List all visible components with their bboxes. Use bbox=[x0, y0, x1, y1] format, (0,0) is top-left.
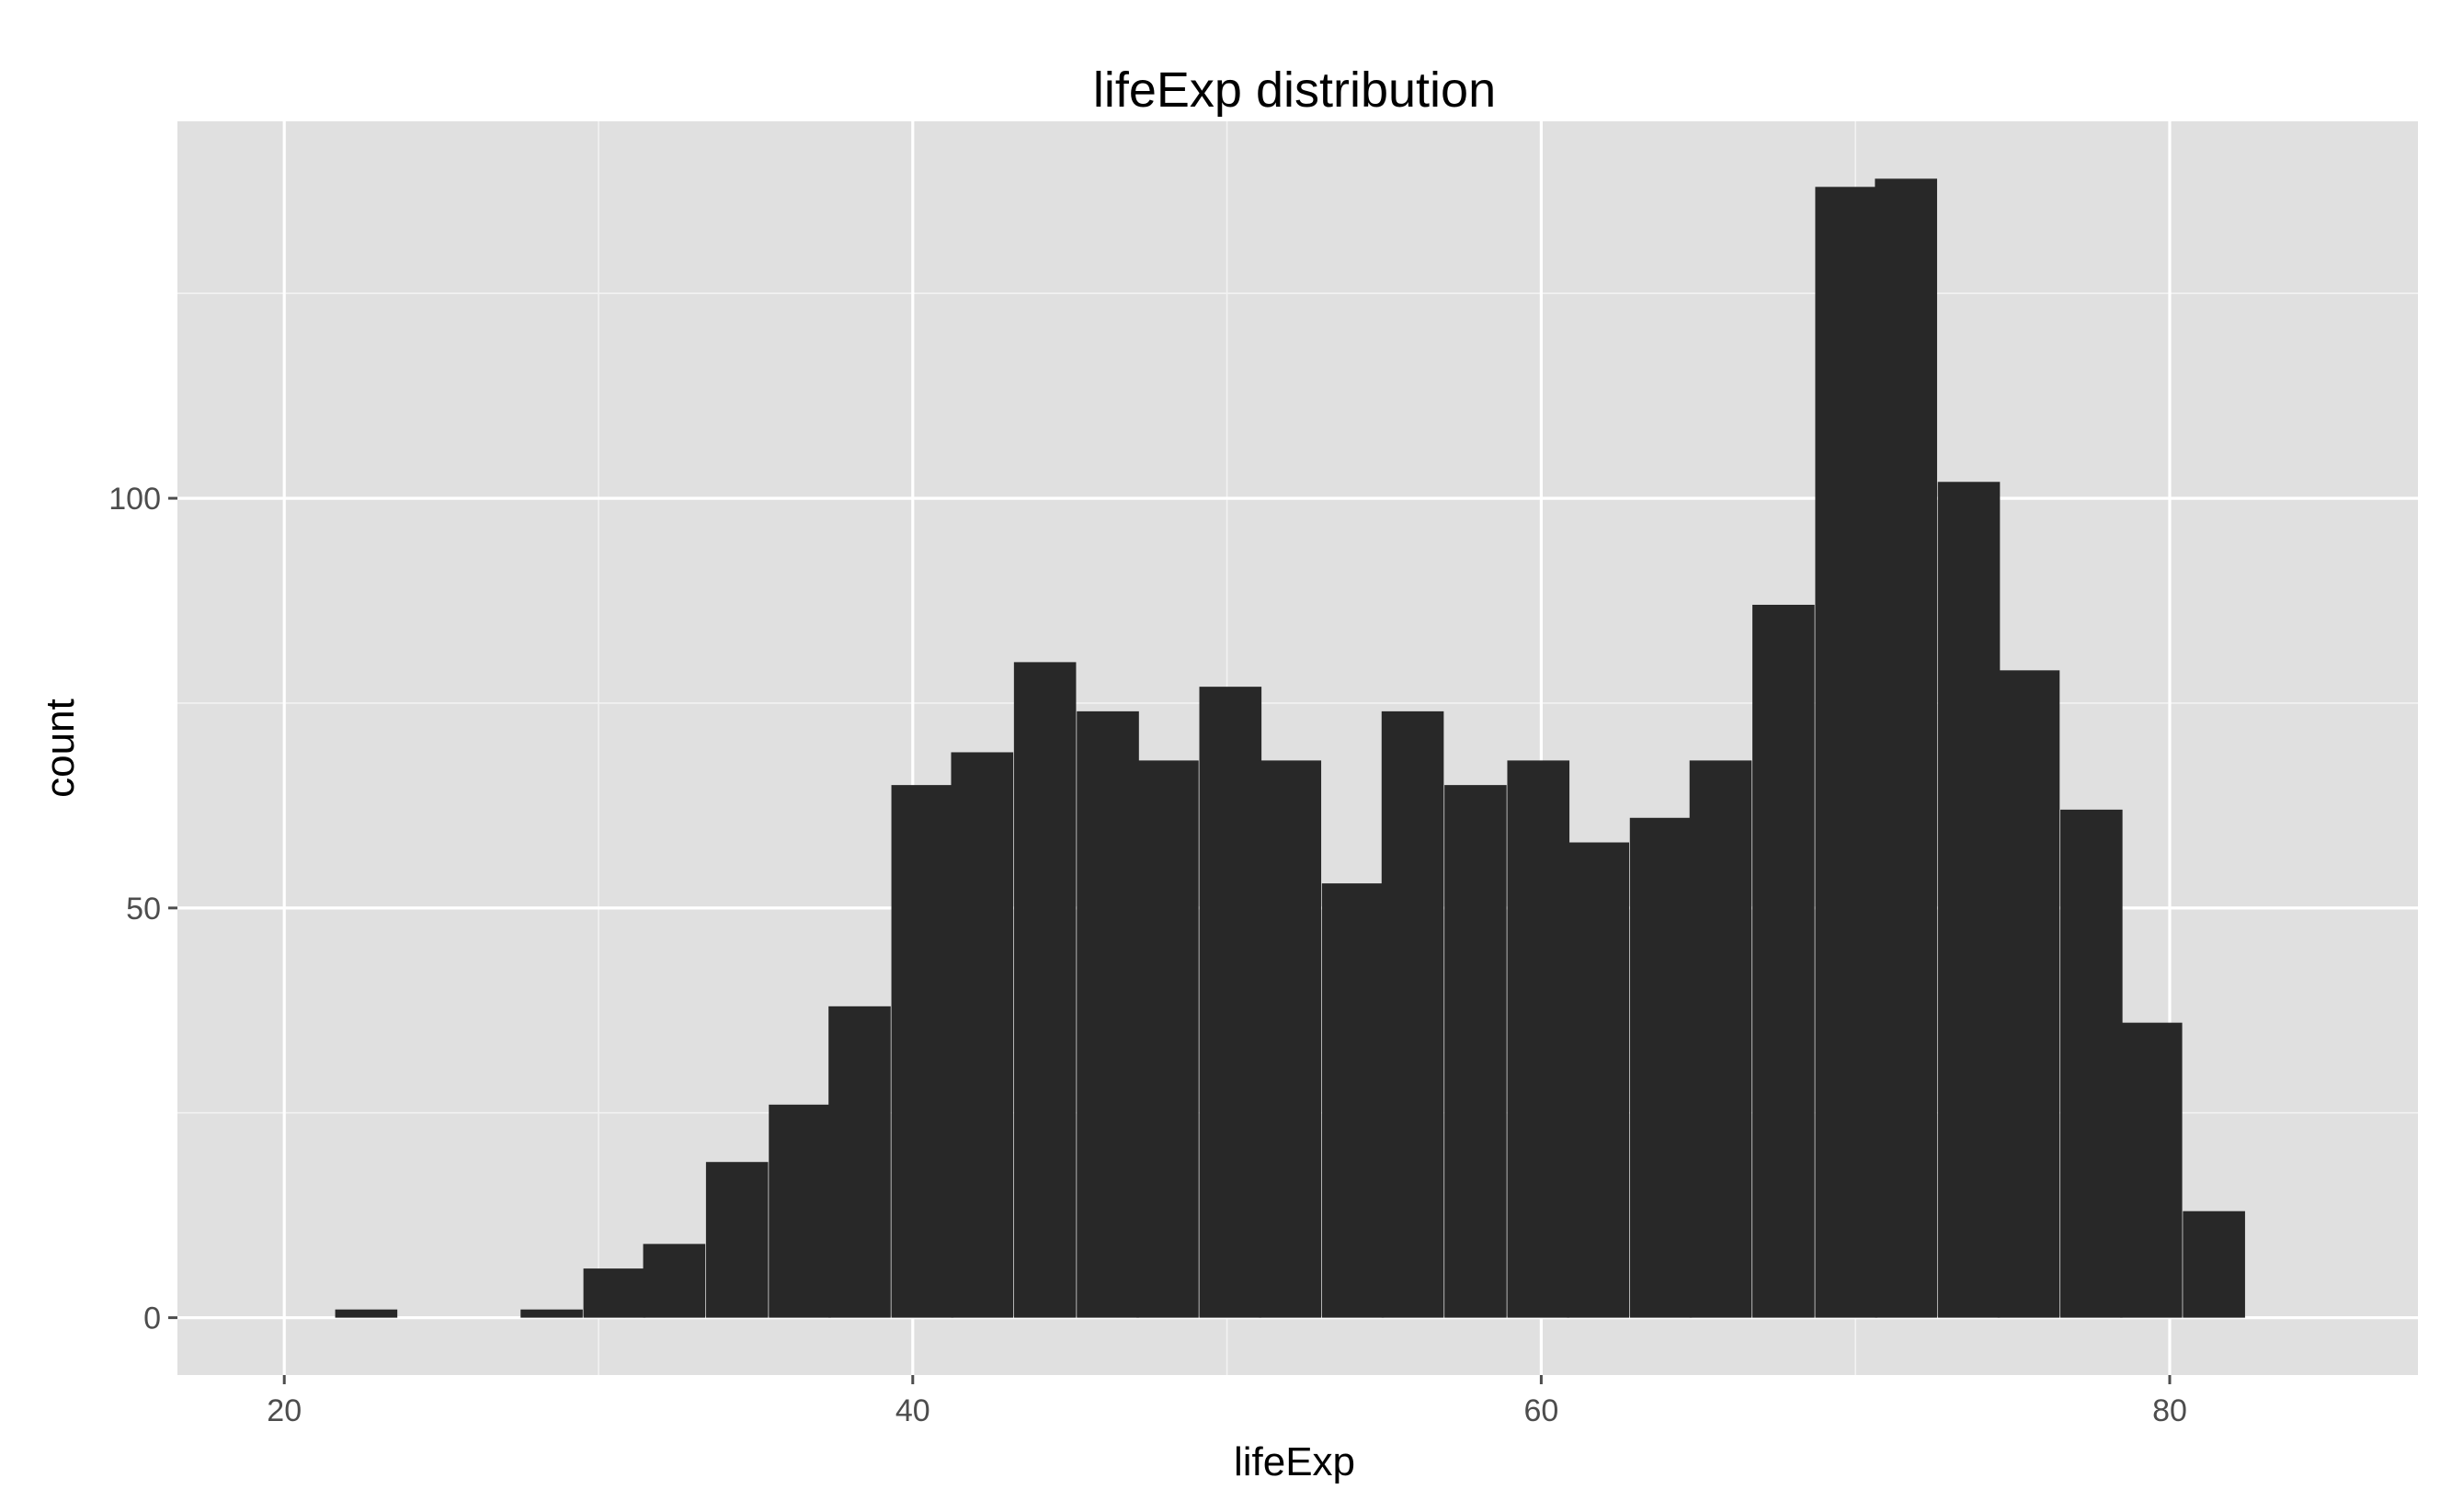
y-tick-label: 0 bbox=[143, 1302, 161, 1336]
x-tick-label: 60 bbox=[1523, 1393, 1558, 1428]
x-tick-label: 20 bbox=[267, 1393, 302, 1428]
histogram-bar bbox=[1322, 883, 1385, 1317]
histogram-bar bbox=[828, 1006, 891, 1318]
histogram-bar bbox=[2183, 1211, 2245, 1318]
histogram-bar bbox=[1507, 760, 1569, 1317]
histogram-bar bbox=[1938, 482, 2001, 1317]
histogram-bar bbox=[1200, 687, 1262, 1317]
histogram-bar bbox=[584, 1268, 646, 1317]
histogram-bar bbox=[1382, 711, 1444, 1318]
histogram-bar bbox=[520, 1310, 583, 1318]
x-tick-label: 80 bbox=[2152, 1393, 2187, 1428]
histogram-bar bbox=[1259, 760, 1321, 1317]
histogram-bar bbox=[706, 1162, 769, 1317]
histogram-bar bbox=[2060, 810, 2123, 1318]
histogram-bar bbox=[1630, 818, 1693, 1318]
histogram-bar bbox=[644, 1244, 706, 1317]
histogram-bar bbox=[1077, 711, 1139, 1318]
histogram-bar bbox=[2120, 1023, 2183, 1318]
histogram-bar bbox=[769, 1105, 831, 1318]
chart-title: lifeExp distribution bbox=[1093, 63, 1496, 118]
y-axis-title: count bbox=[38, 699, 83, 798]
histogram-bar bbox=[1875, 178, 1937, 1317]
histogram-bar bbox=[892, 785, 954, 1317]
histogram-bar bbox=[1690, 760, 1752, 1317]
x-axis-title: lifeExp bbox=[1234, 1439, 1355, 1484]
histogram-bar bbox=[336, 1310, 398, 1318]
histogram-bar bbox=[1136, 760, 1199, 1317]
histogram-bar bbox=[1444, 785, 1507, 1317]
y-tick-label: 100 bbox=[108, 482, 161, 517]
histogram-bar bbox=[1014, 662, 1077, 1317]
x-tick-label: 40 bbox=[895, 1393, 930, 1428]
histogram-bar bbox=[1815, 187, 1877, 1317]
histogram-bar bbox=[1567, 843, 1629, 1318]
histogram-bar bbox=[951, 752, 1013, 1317]
histogram-bar bbox=[1998, 670, 2060, 1317]
histogram-bar bbox=[1752, 605, 1815, 1318]
y-tick-label: 50 bbox=[126, 892, 161, 927]
